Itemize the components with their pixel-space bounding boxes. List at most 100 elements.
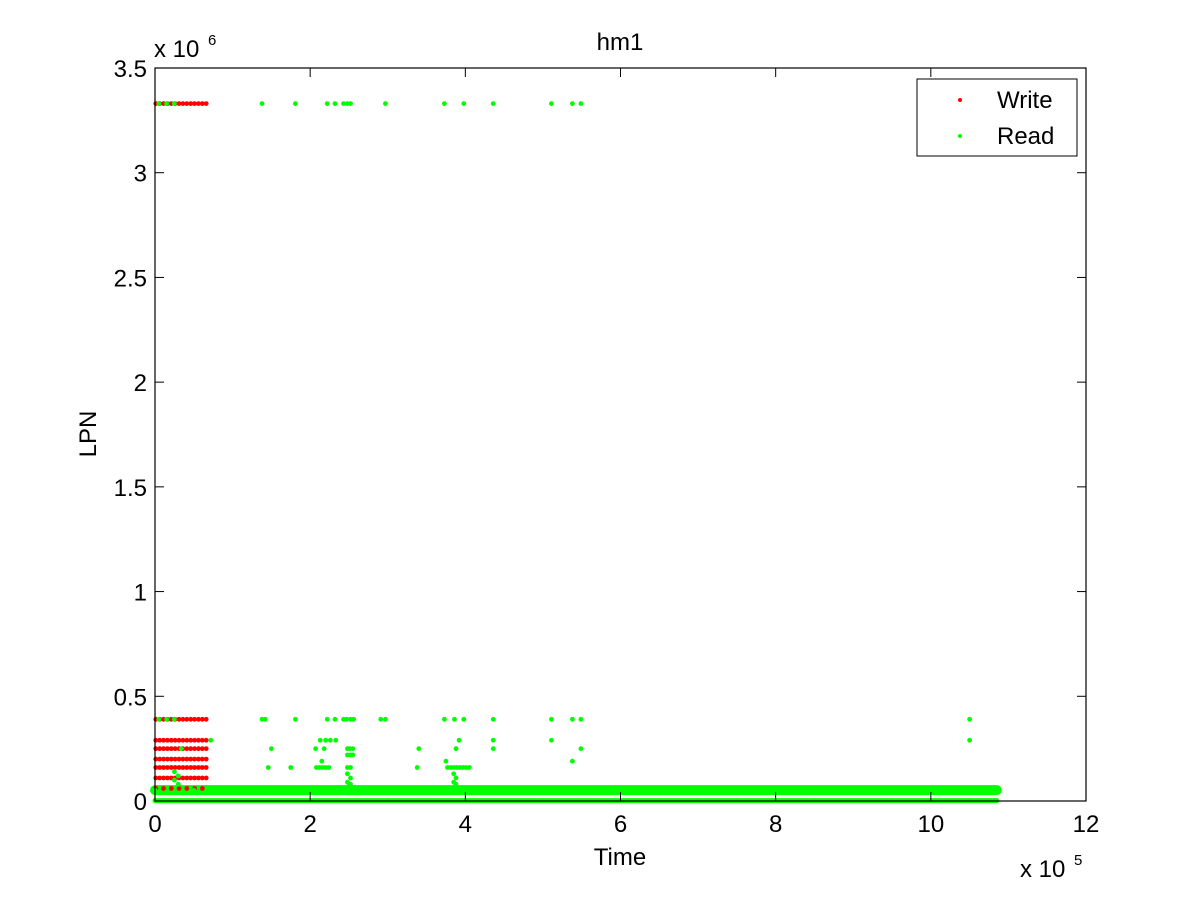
y-tick-label: 0 [134,789,147,816]
write-data-point [184,746,190,752]
read-data-point [967,737,973,743]
write-data-point [180,775,186,781]
write-data-point [180,756,186,762]
read-data-point [288,765,294,770]
write-data-point [199,746,205,752]
read-data-point [461,716,467,722]
read-data-point [230,787,235,793]
read-data-point [579,787,585,793]
write-data-point [184,786,190,791]
write-data-point [199,765,205,770]
read-data-point [350,746,356,752]
x-tick-label: 12 [1073,811,1100,838]
read-data-point [319,758,325,764]
read-data-point [549,716,554,722]
write-data-point [184,737,190,743]
read-data-point [164,101,170,107]
read-data-point [265,765,271,770]
write-data-point [165,765,170,770]
read-data-point [578,716,584,722]
x-tick-label: 6 [614,811,627,838]
read-data-point [307,787,313,793]
read-data-point [452,716,457,722]
dense-band-layer [150,785,1002,804]
write-data-point [196,716,201,722]
x-exponent-power: 5 [1074,852,1082,869]
read-data-point [414,765,420,770]
read-data-point [549,101,554,107]
write-data-point [157,775,163,781]
write-data-point [157,765,163,770]
legend-label-write: Write [997,87,1053,114]
read-data-point [456,737,462,743]
y-exponent-base: x 10 [154,36,199,63]
x-axis-label: Time [594,844,646,871]
read-data-point [490,101,496,107]
read-data-point [332,716,338,722]
write-data-point [203,101,209,107]
read-data-point [656,787,662,793]
y-tick-label: 3 [134,161,147,188]
read-data-point [451,771,457,777]
read-data-point [345,771,350,777]
write-data-point [168,765,174,770]
read-data-point [268,746,274,752]
write-data-point [199,737,205,743]
x-tick-label: 10 [917,811,944,838]
read-data-point [441,716,447,722]
read-data-point [462,787,468,793]
write-data-point [192,746,197,752]
write-data-point [196,775,201,781]
legend-marker-read [958,134,962,138]
write-data-point [192,765,197,770]
read-data-point [175,773,181,779]
y-tick-label: 3.5 [114,56,147,83]
read-data-point [385,787,391,793]
read-data-point [350,752,356,758]
read-data-point [578,746,584,752]
write-data-point [199,786,205,791]
read-data-point [540,787,546,793]
read-data-point [293,716,298,722]
write-data-point [161,786,166,791]
write-data-point [176,101,182,107]
write-data-point [168,746,174,752]
write-data-point [188,756,194,762]
write-data-point [196,746,201,752]
read-data-point [734,787,740,793]
read-data-point [348,101,353,107]
plot-area-frame [154,67,1087,802]
read-data-point [461,101,467,107]
read-data-point [348,775,353,781]
write-data-point [199,101,205,107]
write-data-point [203,746,209,752]
read-data-point [332,101,338,107]
write-data-point [184,775,190,781]
read-data-point [569,758,575,764]
read-data-point [313,746,318,752]
write-data-point [172,746,178,752]
read-data-point [293,101,298,107]
read-data-point [324,101,330,107]
write-data-point [180,765,186,770]
read-data-point [383,716,388,722]
write-data-point [184,765,190,770]
write-data-point [192,756,197,762]
read-data-point [326,765,332,770]
write-data-point [188,737,194,743]
read-data-point [466,765,472,770]
write-data-point [188,746,194,752]
x-exponent-label: x 10 5 [1020,852,1082,883]
write-data-point [168,786,174,791]
read-data-point [578,101,584,107]
x-tick-label: 2 [303,811,316,838]
read-data-point [416,746,422,752]
read-data-point [773,787,779,793]
read-data-point [346,783,352,789]
read-data-point [323,737,329,743]
write-data-point [168,737,174,743]
write-data-point [203,775,209,781]
write-data-point [184,756,190,762]
read-data-point [317,737,323,743]
legend-label-read: Read [997,123,1054,150]
